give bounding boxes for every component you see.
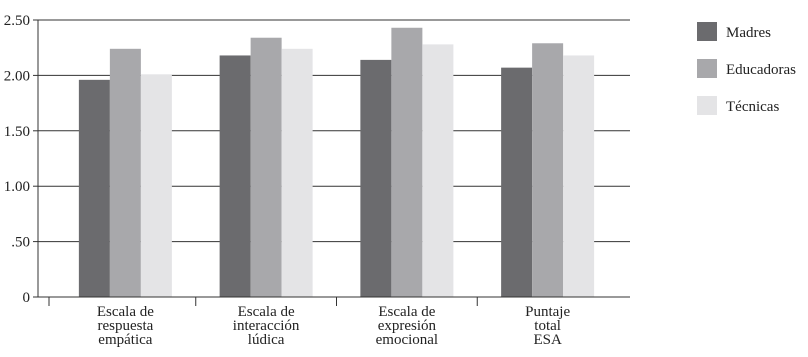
x-tick-label: Escala de respuesta empática	[97, 304, 154, 348]
x-tick-label: Escala de interacción lúdica	[233, 304, 300, 348]
bar-técnicas	[140, 74, 172, 298]
y-tick-labels: 0 .50 1.00 1.50 2.00 2.50	[4, 13, 30, 306]
legend-label-técnicas: Técnicas	[726, 99, 779, 115]
bar-educadoras	[250, 37, 282, 298]
bar-educadoras	[109, 48, 141, 297]
y-tick-label: 1.00	[4, 179, 30, 195]
y-tick-label: 1.50	[4, 124, 30, 140]
bar-madres	[78, 79, 110, 297]
y-tick-label: 2.50	[4, 13, 30, 29]
y-tick-label: 0	[23, 290, 31, 306]
legend-swatch-madres	[697, 22, 717, 41]
bars	[78, 27, 595, 298]
bar-madres	[360, 59, 392, 297]
x-tick-labels: Escala de respuesta empática Escala de inter…	[97, 304, 571, 348]
legend-label-madres: Madres	[726, 25, 771, 41]
axes	[33, 19, 630, 306]
legend-swatch-educadoras	[697, 59, 717, 78]
y-tick-label: 2.00	[4, 68, 30, 84]
bar-técnicas	[563, 55, 595, 298]
x-tick-label: Escala de expresión emocional	[376, 304, 438, 348]
bar-educadoras	[391, 27, 423, 297]
bar-educadoras	[532, 43, 564, 297]
bar-madres	[501, 67, 533, 297]
bar-técnicas	[281, 48, 313, 297]
bar-madres	[219, 55, 251, 298]
legend: Madres Educadoras Técnicas	[697, 22, 796, 115]
x-tick-label: Puntaje total ESA	[525, 304, 570, 348]
legend-label-educadoras: Educadoras	[726, 62, 796, 78]
y-tick-label: .50	[11, 235, 30, 251]
legend-swatch-técnicas	[697, 96, 717, 115]
bar-técnicas	[422, 44, 454, 297]
